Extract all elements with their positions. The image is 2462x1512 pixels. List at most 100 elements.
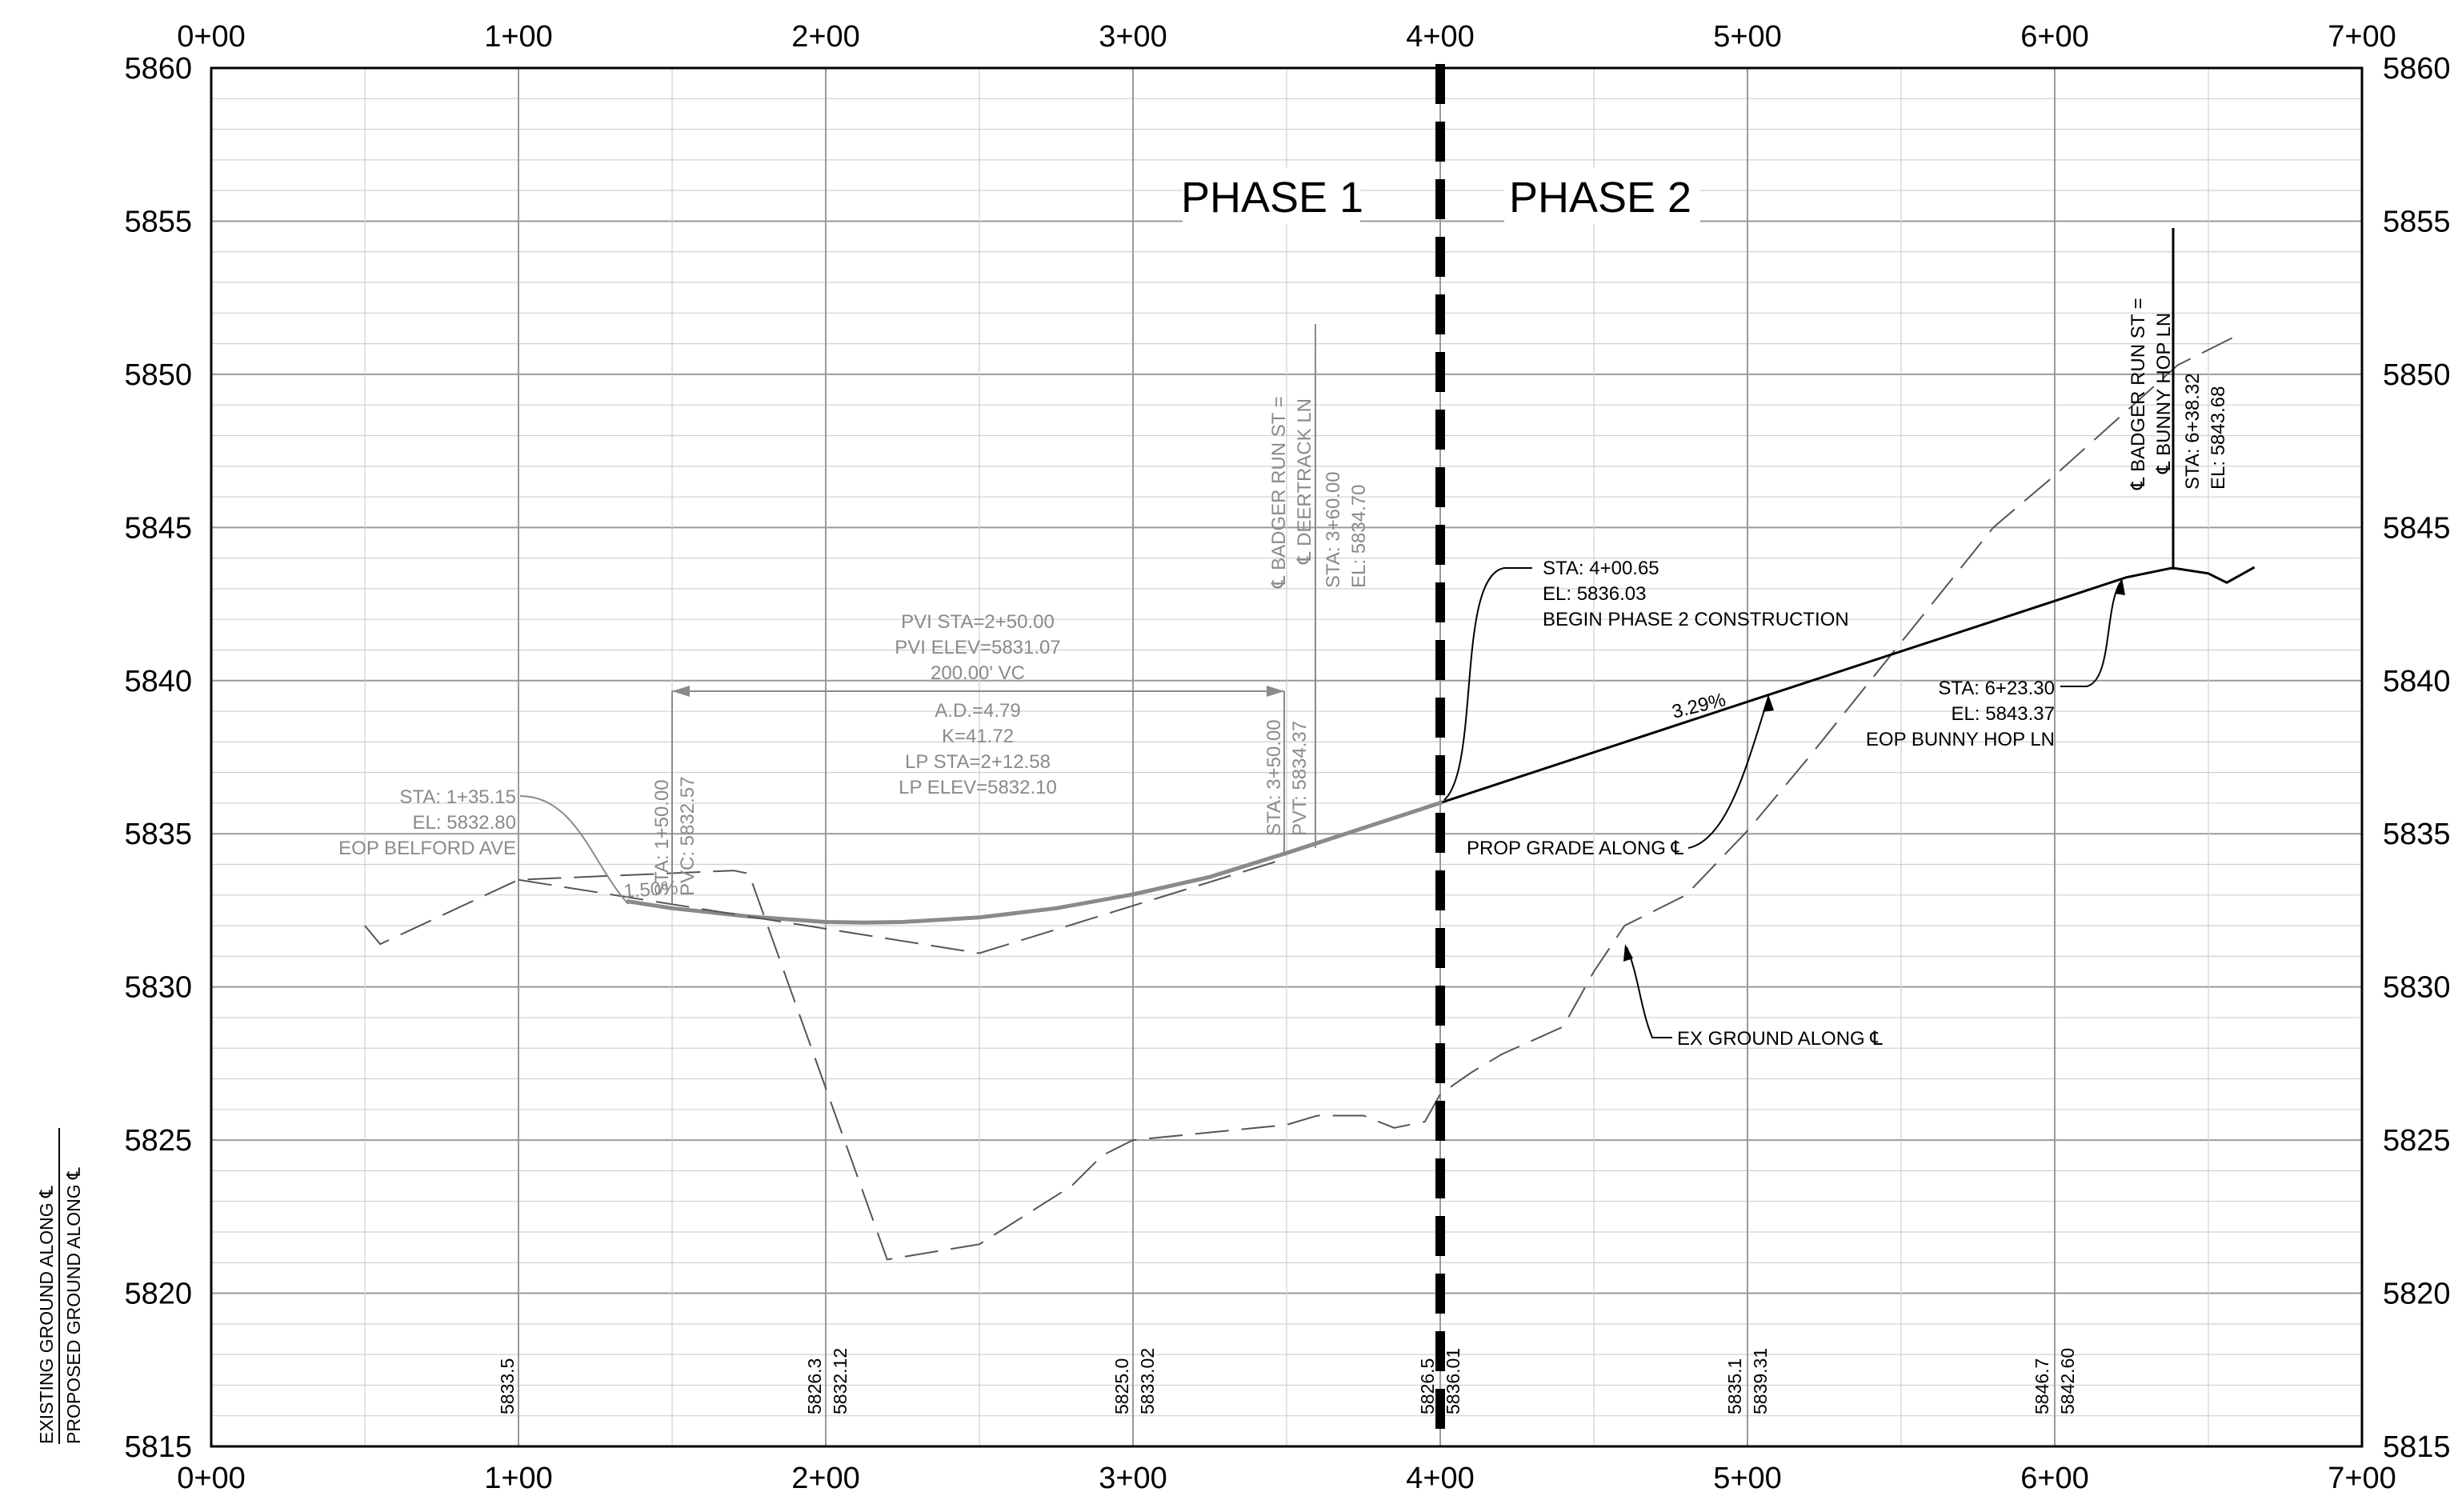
proposed-grade-phase2 [1442,566,2256,804]
bunnyhop-line1: ℄ BADGER RUN ST = [2128,298,2149,490]
proposed-grade-phase1 [626,800,1443,925]
phase2-bg [1504,168,1700,224]
vc-length: 200.00' VC [931,662,1025,684]
bottom-station-label: 7+00 [2328,1462,2396,1495]
proposed-value-400: 5836.01 [1443,1348,1463,1414]
left-elevation-label: 5835 [124,818,192,851]
proposed-value-600: 5842.60 [2057,1348,2078,1414]
pvt-sta: STA: 3+50.00 [1263,719,1285,836]
right-elevation-label: 5815 [2383,1430,2451,1464]
vc-ad: A.D.=4.79 [935,700,1020,722]
grid [210,67,2363,1447]
pvc-elev: PVC: 5832.57 [677,777,699,896]
eop-bunnyhop-el: EL: 5843.37 [1952,703,2055,725]
prop-grade-leader [1687,697,1769,849]
bottom-values: 5833.5 5826.3 5832.12 5825.0 5833.02 582… [497,1348,2078,1414]
eop-bunnyhop-leader [2060,582,2121,687]
right-elevation-label: 5840 [2383,665,2451,698]
top-station-label: 2+00 [791,20,860,54]
left-elevation-label: 5855 [124,205,192,238]
vc-lp-sta: LP STA=2+12.58 [905,751,1051,773]
vertical-curve-annotation: PVI STA=2+50.00 PVI ELEV=5831.07 200.00'… [672,611,1284,798]
top-station-label: 6+00 [2020,20,2089,54]
top-station-labels: 0+00 1+00 2+00 3+00 4+00 5+00 6+00 7+00 [177,20,2396,54]
bottom-station-label: 2+00 [791,1462,860,1495]
belford-el: EL: 5832.80 [413,812,516,834]
deertrack-sta: STA: 3+60.00 [1323,471,1344,588]
phase2-begin-leader [1443,567,1532,801]
ex-ground-arrow [1623,944,1633,962]
existing-value-200: 5826.3 [804,1358,825,1414]
existing-value-300: 5825.0 [1111,1358,1132,1414]
pvt-elev: PVT: 5834.37 [1289,721,1311,836]
left-elevation-label: 5850 [124,358,192,392]
proposed-value-500: 5839.31 [1750,1348,1771,1414]
belford-name: EOP BELFORD AVE [338,838,516,859]
phase2-begin-el: EL: 5836.03 [1543,583,1646,605]
right-elevation-label: 5850 [2383,358,2451,392]
proposed-value-300: 5833.02 [1137,1348,1158,1414]
bunnyhop-line2: ℄ BUNNY HOP LN [2153,313,2175,474]
vc-k: K=41.72 [942,726,1014,747]
existing-value-400: 5826.5 [1417,1358,1438,1414]
left-elevation-labels: 5860 5855 5850 5845 5840 5835 5830 5825 5820 5815 [124,52,192,1464]
phase2-label: PHASE 2 [1509,174,1691,222]
profile-lines [364,334,2256,1261]
right-elevation-label: 5820 [2383,1278,2451,1311]
right-elevation-labels: 5860 5855 5850 5845 5840 5835 5830 5825 5820 5815 [2383,52,2451,1464]
top-station-label: 5+00 [1713,20,1782,54]
prop-grade-arrow [1763,694,1774,712]
vc-arrow-left [672,686,690,697]
eop-bunnyhop-sta: STA: 6+23.30 [1938,678,2055,699]
top-station-label: 3+00 [1099,20,1167,54]
left-elevation-label: 5830 [124,971,192,1005]
eop-bunnyhop-arrow [2115,578,2125,595]
bottom-station-labels: 0+00 1+00 2+00 3+00 4+00 5+00 6+00 7+00 [177,1462,2396,1495]
vc-lp-elev: LP ELEV=5832.10 [899,777,1057,798]
belford-sta: STA: 1+35.15 [399,786,516,808]
left-elevation-label: 5815 [124,1430,192,1464]
existing-value-500: 5835.1 [1724,1358,1745,1414]
ex-ground-leader [1626,946,1672,1038]
phase2-begin-sta: STA: 4+00.65 [1543,558,1659,579]
bottom-station-label: 0+00 [177,1462,246,1495]
deertrack-el: EL: 5834.70 [1348,485,1370,588]
bottom-station-label: 1+00 [484,1462,553,1495]
belford-leader [519,795,629,905]
phase1-bg [1183,168,1360,224]
side-label-existing: EXISTING GROUND ALONG ℄ [36,1186,57,1444]
side-label-proposed: PROPOSED GROUND ALONG ℄ [63,1167,84,1444]
existing-ground-line-2 [518,857,1287,954]
pvi-sta: PVI STA=2+50.00 [901,611,1055,633]
bottom-station-label: 3+00 [1099,1462,1167,1495]
bunnyhop-el: EL: 5843.68 [2208,386,2229,490]
right-elevation-label: 5835 [2383,818,2451,851]
deertrack-line1: ℄ BADGER RUN ST = [1268,396,1290,589]
ex-ground-label: EX GROUND ALONG ℄ [1677,1028,1883,1050]
right-elevation-label: 5845 [2383,511,2451,545]
left-elevation-label: 5820 [124,1278,192,1311]
top-station-label: 0+00 [177,20,246,54]
eop-bunnyhop-name: EOP BUNNY HOP LN [1866,729,2055,750]
prop-grade-label: PROP GRADE ALONG ℄ [1467,838,1684,859]
right-elevation-label: 5860 [2383,52,2451,86]
phase2-begin-note: BEGIN PHASE 2 CONSTRUCTION [1543,609,1849,630]
deertrack-line2: ℄ DEERTRACK LN [1294,398,1315,565]
right-elevation-label: 5830 [2383,971,2451,1005]
right-elevation-label: 5855 [2383,205,2451,238]
bunnyhop-sta: STA: 6+38.32 [2182,373,2204,490]
top-station-label: 7+00 [2328,20,2396,54]
left-elevation-label: 5860 [124,52,192,86]
phase1-label: PHASE 1 [1181,174,1363,222]
existing-value-100: 5833.5 [497,1358,518,1414]
right-elevation-label: 5825 [2383,1124,2451,1158]
top-station-label: 4+00 [1406,20,1475,54]
pvc-sta: STA: 1+50.00 [651,779,673,896]
left-elevation-label: 5825 [124,1124,192,1158]
pvi-elev: PVI ELEV=5831.07 [895,637,1061,658]
top-station-label: 1+00 [484,20,553,54]
left-elevation-label: 5845 [124,511,192,545]
existing-ground-line-0 [364,334,2240,1261]
plot-frame [210,66,2364,1448]
